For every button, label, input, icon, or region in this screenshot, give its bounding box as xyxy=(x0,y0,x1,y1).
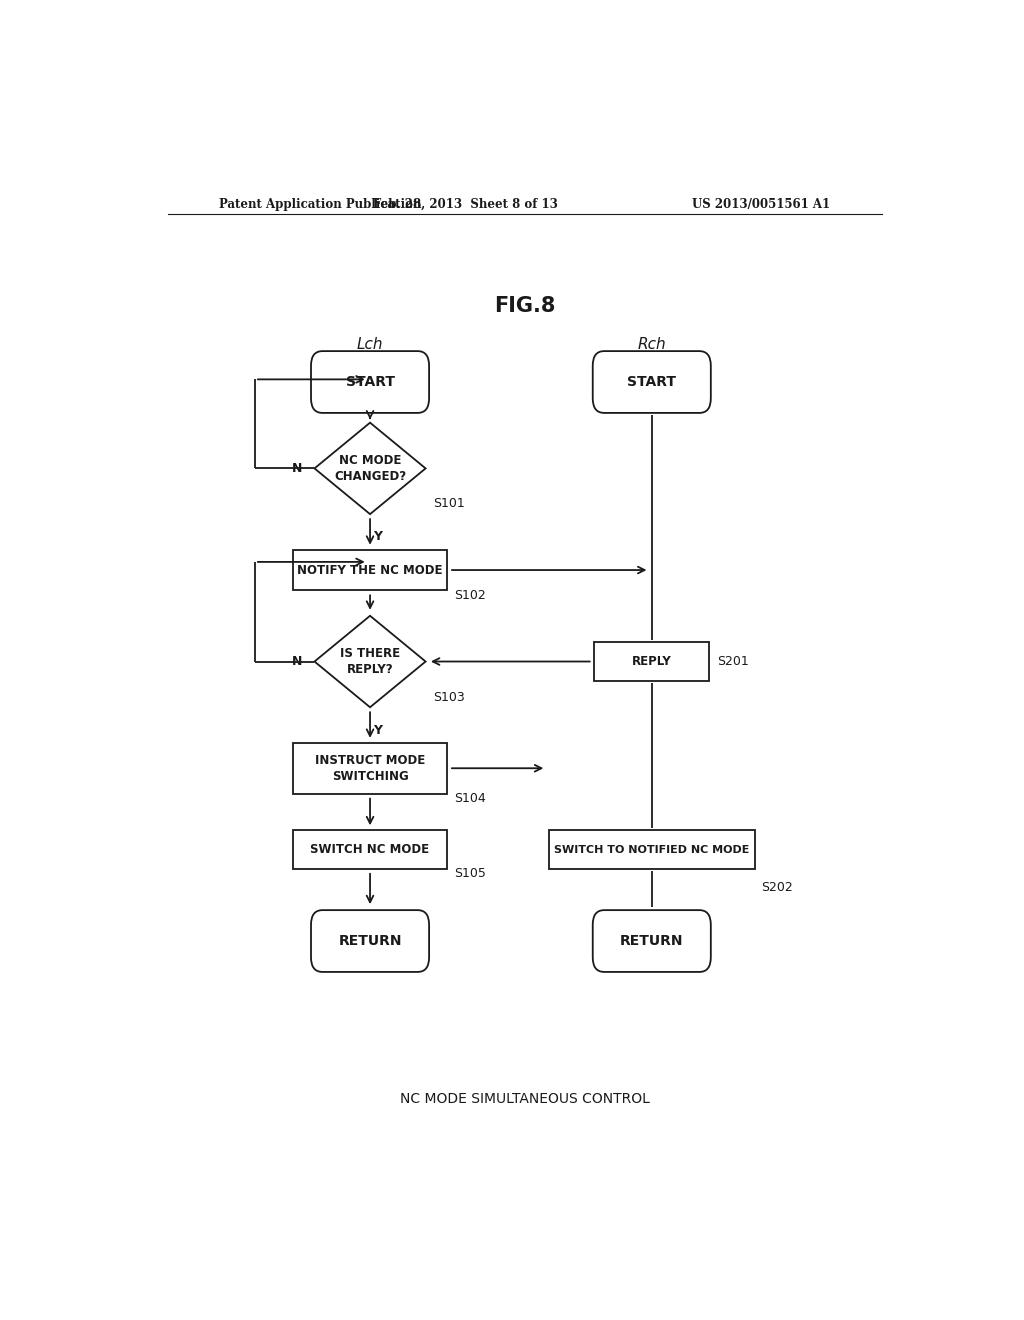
Text: S202: S202 xyxy=(761,880,793,894)
Text: N: N xyxy=(292,462,302,475)
Bar xyxy=(293,743,447,793)
Polygon shape xyxy=(314,615,426,708)
FancyBboxPatch shape xyxy=(311,909,429,972)
Text: Feb. 28, 2013  Sheet 8 of 13: Feb. 28, 2013 Sheet 8 of 13 xyxy=(373,198,558,211)
Bar xyxy=(293,549,447,590)
Text: NC MODE
CHANGED?: NC MODE CHANGED? xyxy=(334,454,407,483)
Text: Y: Y xyxy=(374,531,383,544)
Text: START: START xyxy=(628,375,676,389)
Text: S103: S103 xyxy=(433,690,465,704)
Text: S105: S105 xyxy=(454,867,485,880)
Text: N: N xyxy=(292,655,302,668)
Text: RETURN: RETURN xyxy=(620,935,684,948)
FancyBboxPatch shape xyxy=(311,351,429,413)
Text: Lch: Lch xyxy=(356,337,383,351)
Bar xyxy=(594,643,710,681)
FancyBboxPatch shape xyxy=(593,909,711,972)
Text: NC MODE SIMULTANEOUS CONTROL: NC MODE SIMULTANEOUS CONTROL xyxy=(399,1092,650,1106)
Text: S102: S102 xyxy=(454,589,485,602)
Text: NOTIFY THE NC MODE: NOTIFY THE NC MODE xyxy=(297,564,442,577)
Text: Y: Y xyxy=(374,723,383,737)
Text: Patent Application Publication: Patent Application Publication xyxy=(219,198,422,211)
Text: START: START xyxy=(345,375,394,389)
Text: RETURN: RETURN xyxy=(338,935,401,948)
Text: Rch: Rch xyxy=(638,337,666,351)
Text: S201: S201 xyxy=(717,655,749,668)
Bar xyxy=(293,830,447,869)
Text: S104: S104 xyxy=(454,792,485,805)
Text: S101: S101 xyxy=(433,498,465,511)
FancyBboxPatch shape xyxy=(593,351,711,413)
Text: IS THERE
REPLY?: IS THERE REPLY? xyxy=(340,647,400,676)
Polygon shape xyxy=(314,422,426,515)
Text: INSTRUCT MODE
SWITCHING: INSTRUCT MODE SWITCHING xyxy=(315,754,425,783)
Bar xyxy=(549,830,755,869)
Text: FIG.8: FIG.8 xyxy=(495,296,555,315)
Text: US 2013/0051561 A1: US 2013/0051561 A1 xyxy=(692,198,830,211)
Text: REPLY: REPLY xyxy=(632,655,672,668)
Text: SWITCH NC MODE: SWITCH NC MODE xyxy=(310,843,430,857)
Text: SWITCH TO NOTIFIED NC MODE: SWITCH TO NOTIFIED NC MODE xyxy=(554,845,750,854)
